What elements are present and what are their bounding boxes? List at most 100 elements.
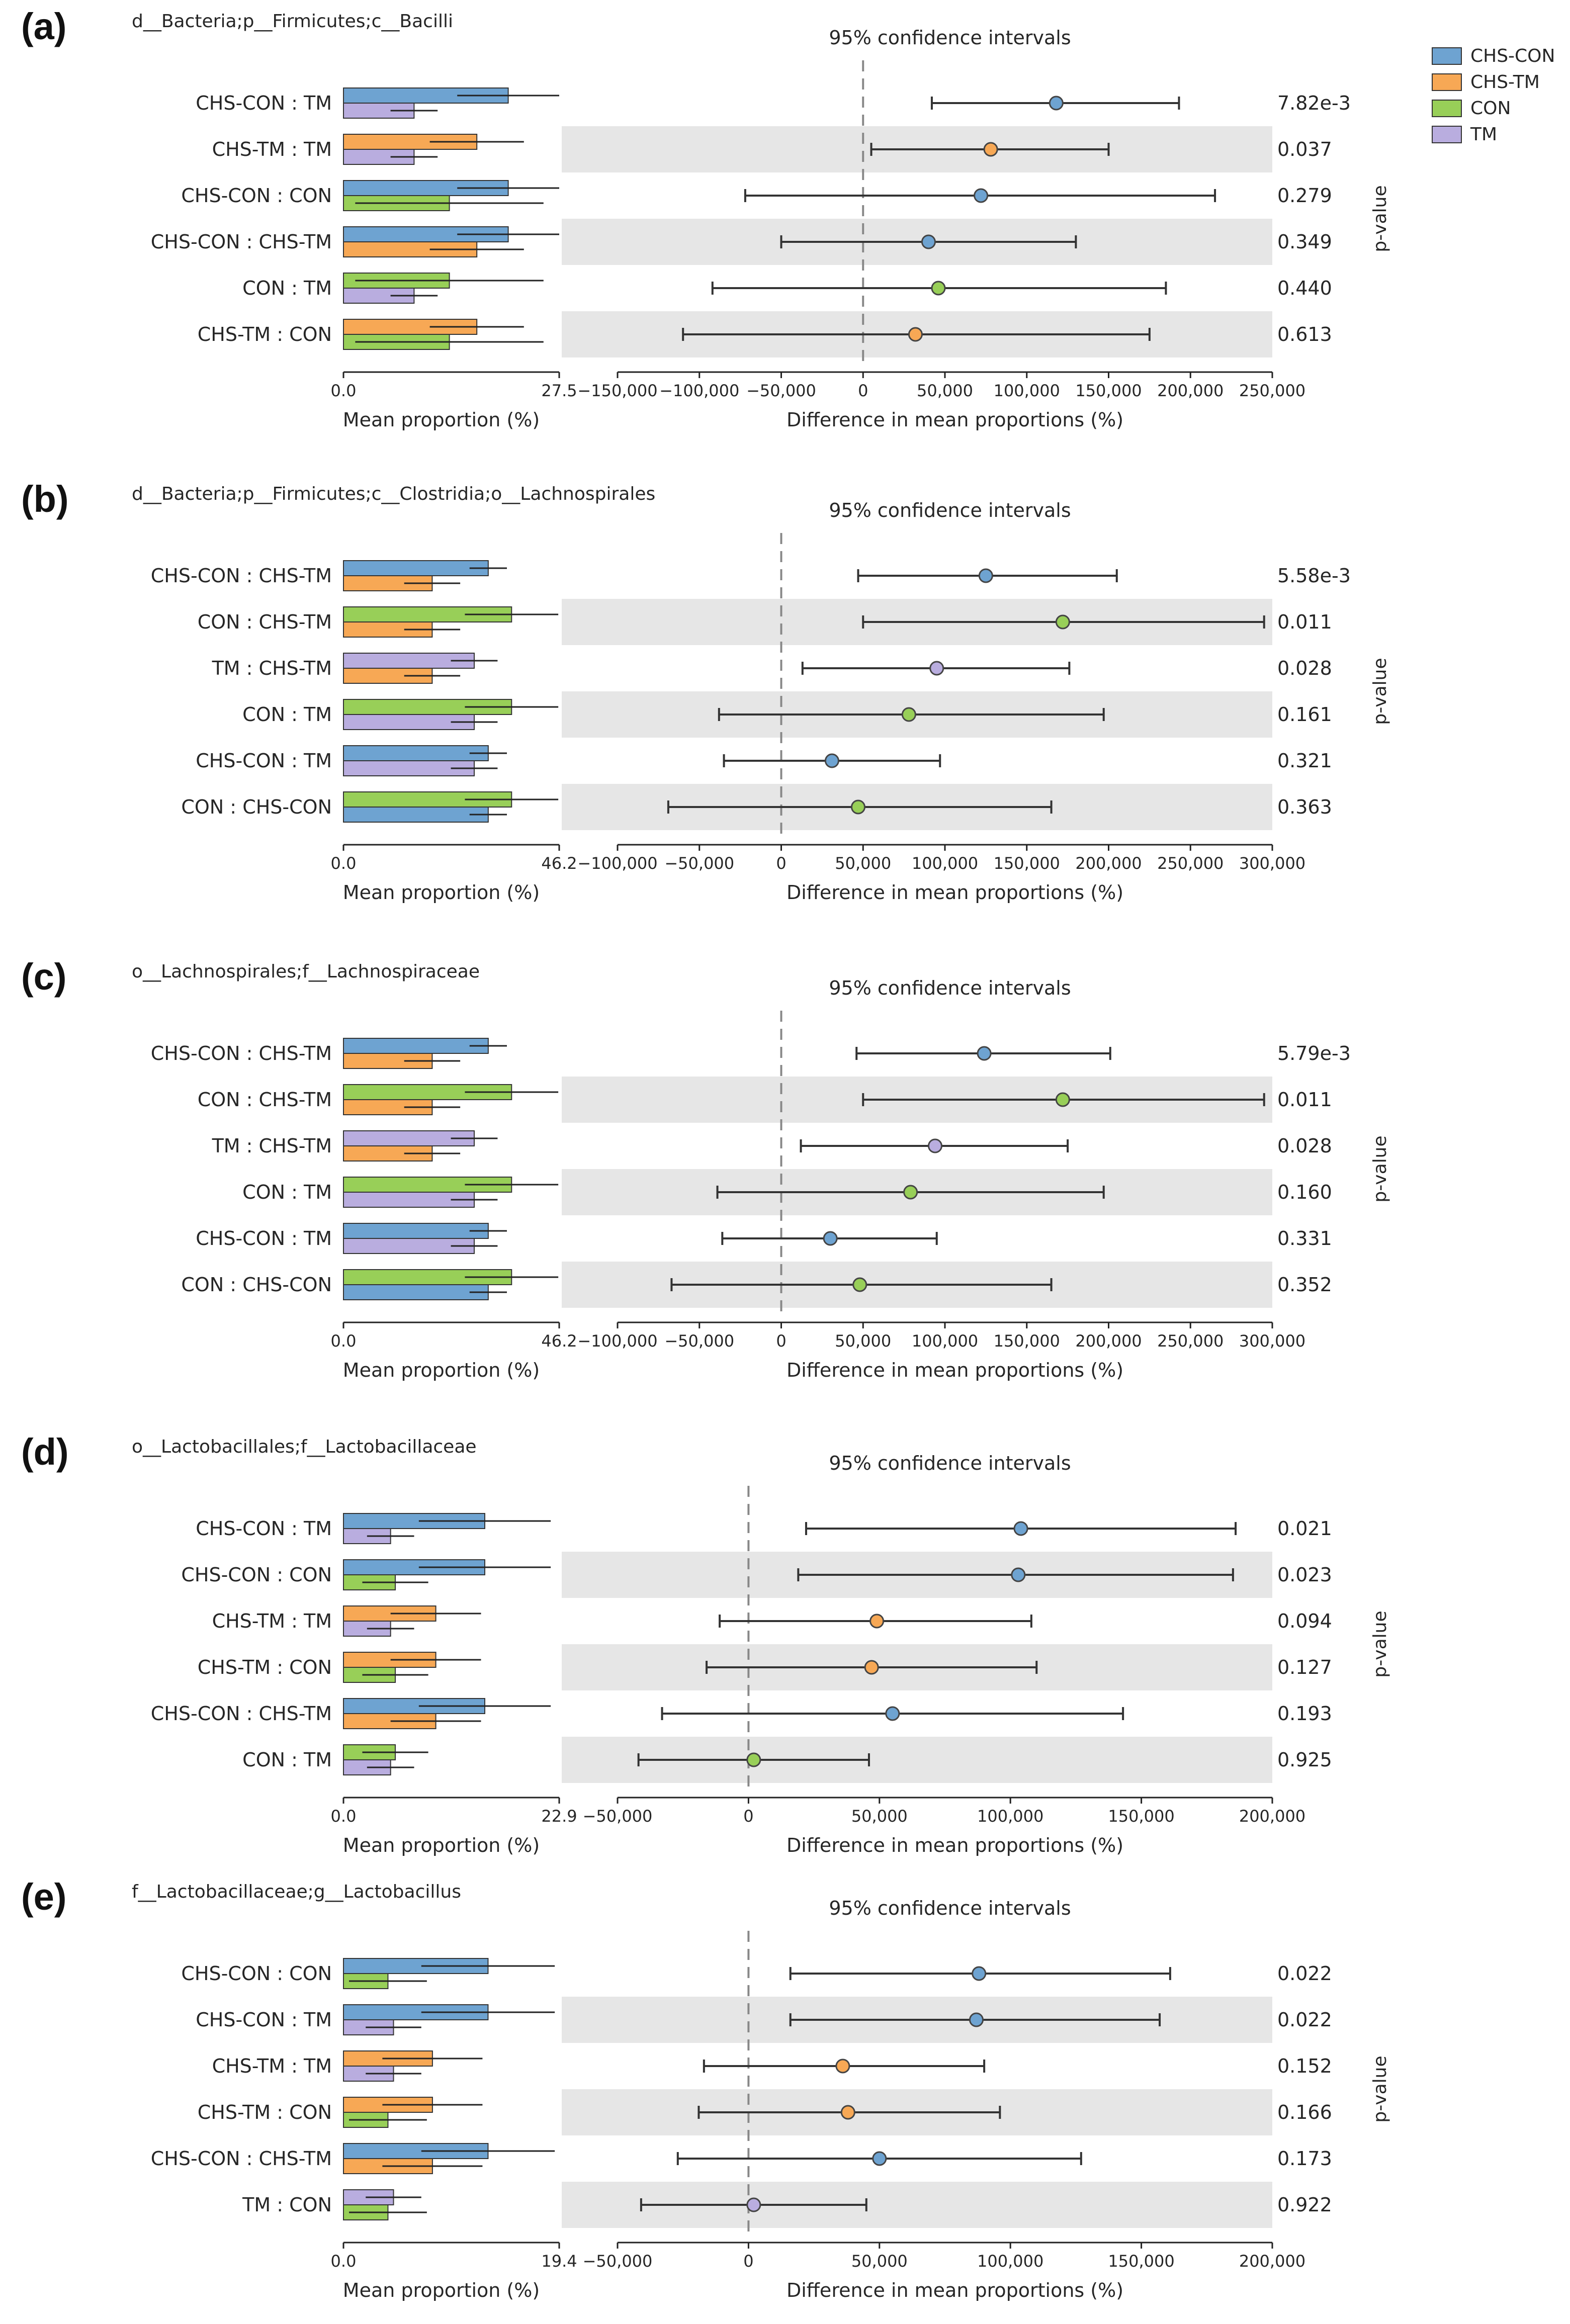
row-band-left: [562, 1997, 618, 2043]
panel-5: (e) f__Lactobacillaceae;g__Lactobacillus 9…: [21, 1876, 1390, 2301]
row-band-left: [562, 1262, 618, 1308]
comparison-label: CHS-CON : TM: [196, 2009, 332, 2031]
legend-swatch-tm: [1432, 126, 1462, 143]
comparison-label: CHS-CON : TM: [196, 92, 332, 114]
difference-point: [840, 2105, 855, 2120]
diff-axis-tick-label: 100,000: [977, 2252, 1043, 2271]
difference-point: [1011, 1567, 1026, 1582]
difference-point: [901, 707, 916, 722]
mean-bar-group2: [343, 807, 489, 823]
diff-axis-tick-label: 150,000: [1108, 2252, 1174, 2271]
mean-axis-label: Mean proportion (%): [343, 881, 540, 904]
taxonomy-title: o__Lactobacillales;f__Lactobacillaceae: [132, 1437, 477, 1457]
comparison-label: TM : CON: [242, 2194, 332, 2216]
comparison-label: CHS-CON : CHS-TM: [151, 231, 332, 253]
diff-axis-label: Difference in mean proportions (%): [787, 881, 1123, 904]
ci-title: 95% confidence intervals: [829, 27, 1071, 49]
row-band-left: [562, 691, 618, 738]
comparison-row: CON : TM 0.161: [242, 699, 1332, 730]
diff-axis-tick-label: −50,000: [746, 381, 816, 400]
diff-axis-label: Difference in mean proportions (%): [787, 2279, 1123, 2301]
p-value: 0.022: [1277, 2009, 1332, 2031]
ci-title: 95% confidence intervals: [829, 499, 1071, 521]
legend: CHS-CON CHS-TM CON TM: [1432, 46, 1555, 145]
mean-bar-group1: [343, 1223, 489, 1239]
diff-axis-tick-label: 50,000: [835, 854, 891, 873]
comparison-row: CHS-CON : CHS-TM 0.349: [151, 226, 1332, 257]
p-value: 0.440: [1277, 277, 1332, 299]
comparison-row: CON : TM 0.160: [242, 1177, 1332, 1208]
difference-point: [1013, 1521, 1028, 1536]
diff-axis-tick-label: 0: [743, 1807, 753, 1826]
diff-axis-tick-label: −150,000: [577, 381, 657, 400]
diff-axis-tick-label: 50,000: [917, 381, 973, 400]
comparison-label: CHS-TM : CON: [198, 2101, 332, 2123]
comparison-label: CHS-CON : CON: [181, 185, 332, 207]
difference-point: [977, 1046, 992, 1061]
difference-point: [885, 1706, 900, 1721]
p-value: 0.022: [1277, 1962, 1332, 1985]
difference-point: [1055, 614, 1070, 630]
diff-axis-tick-label: 250,000: [1157, 854, 1224, 873]
diff-axis-tick-label: 0: [858, 381, 868, 400]
comparison-row: CHS-CON : CON 0.022: [181, 1958, 1332, 1989]
comparison-row: CON : CHS-TM 0.011: [198, 606, 1332, 638]
p-value: 0.352: [1277, 1274, 1332, 1296]
comparison-row: CHS-CON : TM 0.331: [196, 1223, 1332, 1254]
comparison-label: CON : CHS-TM: [198, 1089, 332, 1111]
diff-axis-tick-label: −100,000: [577, 854, 657, 873]
comparison-row: CHS-CON : CHS-TM 0.173: [151, 2143, 1332, 2174]
p-value: 0.011: [1277, 611, 1332, 633]
diff-axis-tick-label: 200,000: [1157, 381, 1224, 400]
comparison-row: CHS-CON : TM 0.022: [196, 2004, 1332, 2035]
comparison-row: CHS-TM : CON 0.127: [198, 1652, 1332, 1683]
comparison-row: CHS-CON : CHS-TM 0.193: [151, 1698, 1332, 1729]
difference-point: [850, 799, 865, 815]
comparison-row: CHS-CON : CHS-TM 5.79e-3: [151, 1038, 1351, 1069]
diff-axis-tick-label: 50,000: [851, 1807, 908, 1826]
diff-axis-tick-label: −50,000: [664, 1331, 734, 1351]
diff-axis-tick-label: 100,000: [912, 1331, 978, 1351]
p-value: 0.363: [1277, 796, 1332, 818]
p-value: 0.021: [1277, 1517, 1332, 1540]
comparison-row: CON : CHS-CON 0.352: [181, 1269, 1332, 1300]
diff-axis-tick-label: 200,000: [1075, 854, 1142, 873]
diff-axis-tick-label: 300,000: [1239, 1331, 1305, 1351]
mean-bar-group1: [343, 560, 489, 576]
ci-title: 95% confidence intervals: [829, 1452, 1071, 1474]
panel-letter: (a): [21, 6, 66, 47]
p-value-axis-label: p-value: [1370, 1135, 1390, 1202]
row-band-left: [562, 1552, 618, 1598]
p-value: 0.023: [1277, 1564, 1332, 1586]
p-value: 0.613: [1277, 323, 1332, 345]
p-value: 7.82e-3: [1277, 92, 1351, 114]
comparison-label: CHS-CON : CON: [181, 1962, 332, 1985]
diff-axis-tick-label: 0: [743, 2252, 753, 2271]
row-band-left: [562, 2089, 618, 2135]
p-value: 0.127: [1277, 1656, 1332, 1678]
diff-axis-tick-label: −50,000: [583, 1807, 653, 1826]
p-value: 0.925: [1277, 1749, 1332, 1771]
mean-axis-label: Mean proportion (%): [343, 409, 540, 431]
panel-letter: (b): [21, 478, 69, 520]
comparison-row: CHS-CON : CHS-TM 5.58e-3: [151, 560, 1351, 591]
diff-axis-tick-label: −100,000: [577, 1331, 657, 1351]
diff-axis-label: Difference in mean proportions (%): [787, 1834, 1123, 1856]
difference-point: [931, 281, 946, 296]
p-value: 0.922: [1277, 2194, 1332, 2216]
comparison-row: CHS-CON : TM 0.021: [196, 1513, 1332, 1544]
panel-letter: (d): [21, 1431, 69, 1473]
comparison-label: CON : TM: [242, 277, 332, 299]
difference-point: [864, 1660, 879, 1675]
diff-axis-tick-label: 150,000: [994, 854, 1060, 873]
comparison-label: TM : CHS-TM: [212, 1135, 332, 1157]
diff-axis-tick-label: 100,000: [977, 1807, 1043, 1826]
legend-label-chs-con: CHS-CON: [1470, 46, 1555, 66]
p-value: 0.173: [1277, 2148, 1332, 2170]
comparison-row: CHS-CON : CON 0.023: [181, 1559, 1332, 1590]
diff-axis-tick-label: 100,000: [912, 854, 978, 873]
comparison-label: CHS-TM : TM: [212, 1610, 332, 1632]
difference-point: [746, 2197, 761, 2212]
difference-point: [823, 1231, 838, 1246]
comparison-label: CHS-CON : CHS-TM: [151, 1703, 332, 1725]
